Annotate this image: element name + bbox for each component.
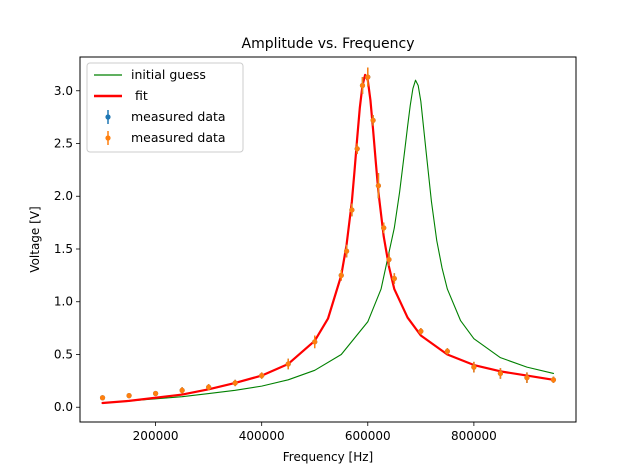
legend-label-measured-data-blue: measured data (131, 109, 226, 124)
data-point-measured-data-3-2 (152, 390, 159, 397)
data-point-measured-data-3-7 (285, 361, 291, 367)
data-point-measured-data-3-8 (312, 339, 318, 345)
x-tick-label-2: 600000 (345, 429, 391, 443)
data-point-measured-data-3-20 (418, 328, 424, 334)
data-point-measured-data-3-13 (359, 82, 366, 89)
legend-marker-measured-data-blue (105, 114, 111, 120)
data-point-measured-data-3-3 (179, 387, 185, 393)
y-tick-label-6: 3.0 (54, 84, 73, 98)
legend-label-measured-data-orange: measured data (131, 130, 226, 145)
data-point-measured-data-3-14 (365, 74, 371, 80)
data-point-measured-data-3-24 (524, 375, 530, 381)
data-point-measured-data-3-19 (391, 275, 397, 282)
x-tick-label-3: 800000 (451, 429, 497, 443)
data-point-measured-data-3-5 (232, 380, 238, 386)
data-point-measured-data-3-18 (386, 256, 392, 263)
data-point-measured-data-3-11 (349, 207, 355, 213)
data-point-measured-data-3-17 (381, 225, 387, 231)
y-tick-label-3: 1.5 (54, 242, 73, 256)
data-point-measured-data-3-10 (343, 248, 350, 254)
data-point-measured-data-3-12 (354, 146, 360, 152)
data-point-measured-data-3-15 (370, 117, 376, 123)
data-point-measured-data-3-25 (550, 377, 557, 383)
y-tick-label-5: 2.5 (54, 137, 73, 151)
x-axis-label: Frequency [Hz] (283, 450, 374, 464)
x-tick-label-0: 200000 (133, 429, 179, 443)
data-point-measured-data-3-21 (444, 348, 450, 354)
y-tick-label-1: 0.5 (54, 347, 73, 361)
data-point-measured-data-3-22 (471, 364, 477, 370)
y-tick-label-0: 0.0 (54, 400, 73, 414)
legend-label-initial-guess: initial guess (131, 67, 206, 82)
legend: initial guess fit measured data measured… (86, 62, 244, 153)
data-point-measured-data-3-4 (206, 384, 212, 390)
chart-title: Amplitude vs. Frequency (242, 36, 415, 52)
legend-frame (86, 62, 244, 153)
plot-layer (99, 67, 557, 405)
data-point-measured-data-3-6 (259, 372, 265, 379)
y-tick-label-2: 1.0 (54, 295, 73, 309)
legend-marker-measured-data-orange (105, 135, 111, 141)
data-point-measured-data-3-16 (375, 183, 381, 189)
axes-frame (79, 56, 577, 423)
tick-layer: 200000 400000 600000 800000 0.0 0.5 1.0 1.5 2.0 2… (54, 84, 497, 443)
y-axis-label: Voltage [V] (28, 206, 42, 272)
legend-label-fit: fit (131, 88, 148, 103)
x-tick-label-1: 400000 (239, 429, 285, 443)
data-point-measured-data-3-0 (99, 395, 106, 401)
data-point-measured-data-3-9 (338, 272, 344, 278)
series-line-initial-guess-0 (102, 79, 555, 404)
data-point-measured-data-3-23 (497, 370, 504, 377)
y-tick-label-4: 2.0 (54, 189, 73, 203)
data-point-measured-data-3-1 (126, 393, 132, 399)
